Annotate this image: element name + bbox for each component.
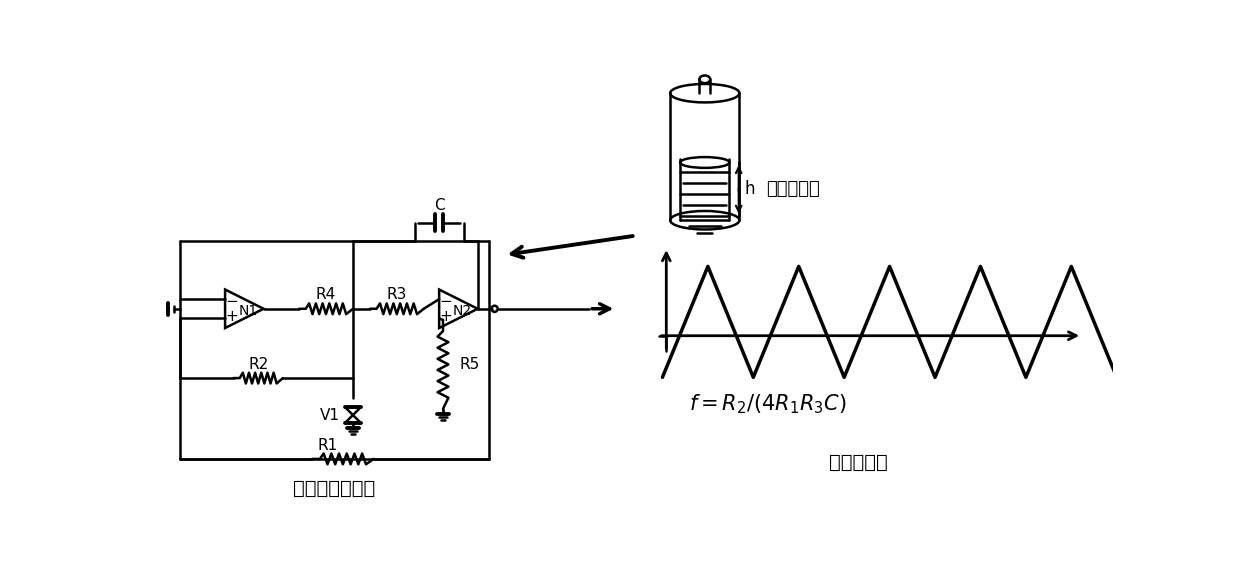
Text: N1: N1 [238,304,258,318]
Text: N2: N2 [453,304,471,318]
Text: −: − [440,294,453,308]
Text: R1: R1 [317,439,337,453]
Text: −: − [226,294,238,308]
Text: $f=R_2/(4R_1R_3C)$: $f=R_2/(4R_1R_3C)$ [689,392,847,416]
Text: +: + [226,309,238,324]
Text: 输出三角波: 输出三角波 [830,453,888,472]
Text: 液位传感器: 液位传感器 [766,180,820,199]
Text: R2: R2 [248,357,268,372]
Text: R4: R4 [316,287,336,303]
Text: C: C [434,198,444,213]
Text: R3: R3 [387,287,407,303]
Text: V1: V1 [320,408,340,423]
Text: R5: R5 [460,357,480,372]
Text: h: h [745,180,755,199]
Text: +: + [440,309,453,324]
Text: 三角波振荚电路: 三角波振荚电路 [294,479,376,498]
